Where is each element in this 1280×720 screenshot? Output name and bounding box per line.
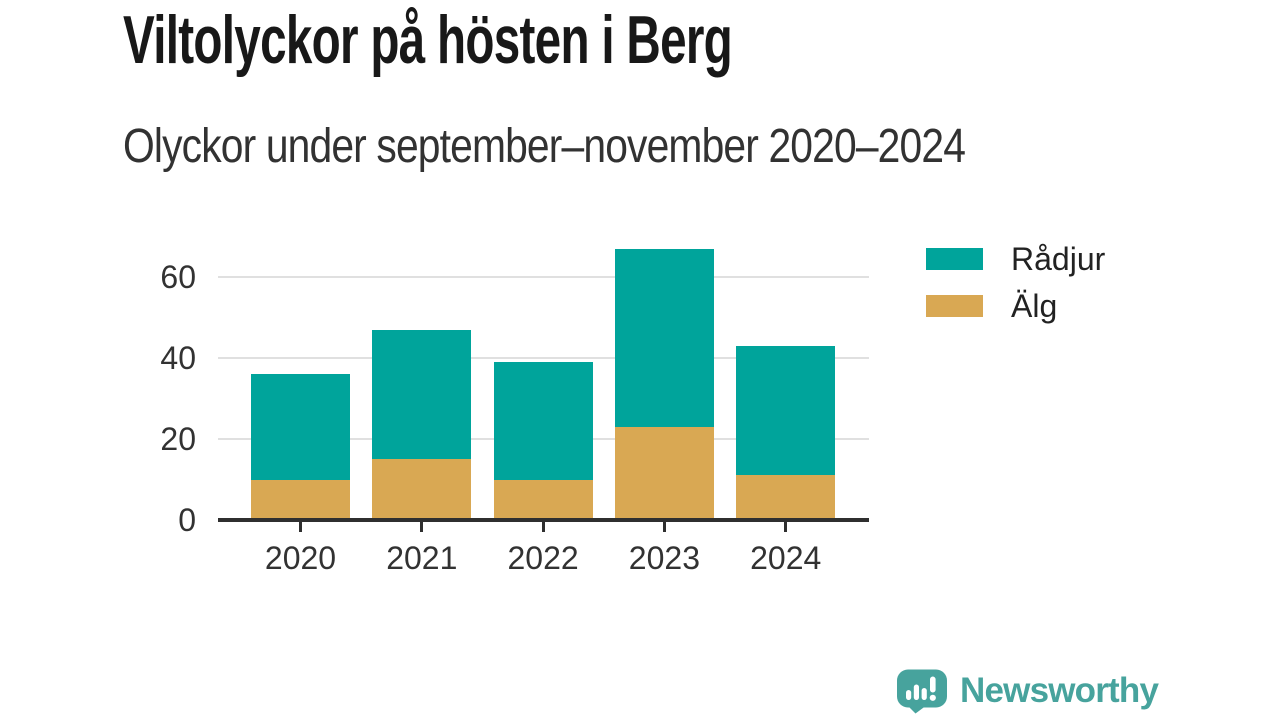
bar-segment-rådjur-2024: [736, 345, 836, 476]
plot-area: [218, 236, 869, 520]
legend: Rådjur Älg: [926, 243, 1105, 337]
y-tick-label-60: 60: [160, 259, 196, 295]
y-tick-label-20: 20: [160, 421, 196, 457]
newsworthy-logo-text: Newsworthy: [960, 671, 1159, 710]
bar-segment-rådjur-2022: [493, 362, 593, 480]
bar-segment-rådjur-2020: [251, 374, 350, 480]
x-tick-2022: [541, 522, 545, 532]
y-axis-labels: 0 20 40 60: [120, 236, 196, 536]
bar-segment-älg-2021: [372, 459, 472, 520]
y-tick-label-0: 0: [178, 502, 196, 538]
x-tick-label-2022: 2022: [507, 540, 579, 576]
legend-label-radjur: Rådjur: [1011, 241, 1106, 277]
bar-segment-älg-2022: [493, 479, 593, 520]
bar-segment-älg-2024: [736, 475, 836, 520]
chart-subtitle: Olyckor under september–november 2020–20…: [123, 120, 966, 173]
y-tick-label-40: 40: [160, 340, 196, 376]
x-tick-2023: [662, 522, 666, 532]
newsworthy-logo-icon: [897, 669, 947, 714]
bar-segment-älg-2020: [251, 479, 350, 520]
x-axis-line: [218, 518, 869, 522]
gridline-40: [218, 357, 869, 359]
x-tick-label-2023: 2023: [628, 540, 700, 576]
x-axis-ticks: [218, 522, 869, 534]
legend-label-alg: Älg: [1011, 288, 1058, 324]
legend-swatch-alg: [926, 295, 983, 317]
bar-segment-älg-2023: [614, 426, 714, 520]
bar-segment-rådjur-2023: [614, 248, 714, 427]
page-title: Viltolyckor på hösten i Berg: [123, 2, 733, 78]
x-axis-labels: 2020 2021 2022 2023 2024: [218, 541, 869, 581]
legend-swatch-radjur: [926, 248, 983, 270]
x-tick-2020: [299, 522, 302, 532]
bar-segment-rådjur-2021: [372, 329, 472, 460]
x-tick-label-2020: 2020: [264, 540, 337, 576]
x-tick-label-2021: 2021: [386, 540, 458, 576]
x-tick-2024: [784, 522, 788, 532]
legend-item-alg: Älg: [926, 290, 1105, 322]
gridline-60: [218, 276, 869, 278]
legend-item-radjur: Rådjur: [926, 243, 1105, 275]
newsworthy-logo: Newsworthy: [896, 666, 1159, 716]
x-tick-label-2024: 2024: [750, 540, 822, 576]
x-tick-2021: [420, 522, 424, 532]
